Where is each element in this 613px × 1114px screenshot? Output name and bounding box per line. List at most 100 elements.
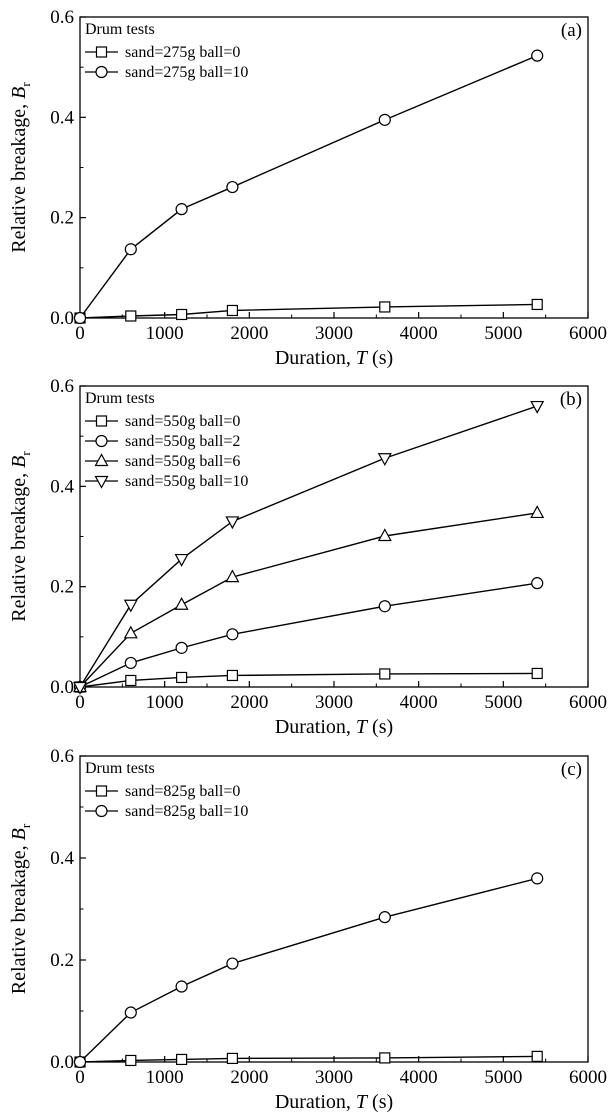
data-point-circle [531,872,544,885]
legend-entry: sand=550g ball=6 [125,453,240,470]
x-tick-label: 6000 [569,692,607,713]
data-point-circle [175,641,188,654]
x-tick-label: 2000 [230,323,268,344]
data-point-square [226,669,238,682]
plot-frame [79,385,589,688]
legend-entry: sand=550g ball=0 [125,413,240,430]
legend-marker-square [95,785,108,797]
data-point-circle [124,243,137,256]
y-axis-label: Relative breakage, Br [8,823,33,994]
data-point-circle [73,1055,87,1069]
x-tick-label: 4000 [400,692,438,713]
chart-panel: 0 1000 2000 3000 4000 5000 6000 0.0 0.2 0.4 0.6 Dur… [8,376,607,738]
data-point-circle [226,180,239,194]
series-line [79,1055,538,1063]
panel-label: (c) [561,759,582,780]
x-tick-label: 3000 [315,323,353,344]
data-point-circle [124,656,137,670]
data-point-circle [531,577,544,590]
data-point-circle [175,980,188,993]
legend-entry: sand=275g ball=0 [125,44,240,61]
series-line [79,405,538,688]
series-line [79,303,538,319]
legend-entry: sand=825g ball=0 [125,783,240,800]
plot-frame [79,755,589,1063]
legend-marker-square [95,415,108,427]
data-point-circle [378,113,391,126]
data-point-square [125,674,137,687]
data-point-circle [226,628,239,641]
y-tick-label: 0.4 [50,107,74,128]
y-tick-label: 0.6 [50,376,74,397]
legend-marker-circle [95,434,108,448]
data-point-square [125,310,137,322]
data-point-square [226,304,238,317]
data-point-square [531,1050,543,1062]
series-line [79,877,538,1063]
data-point-circle [531,49,544,62]
series-line [79,54,538,319]
panel-label: (a) [561,20,582,41]
x-tick-label: 3000 [315,1067,353,1088]
legend-marker-circle [95,65,108,79]
data-point-circle [226,957,239,970]
x-tick-label: 1000 [146,1067,184,1088]
series-line [79,582,538,688]
legend-entry: sand=275g ball=10 [125,64,248,81]
data-point-triangle-up [377,528,392,542]
x-tick-label: 0 [75,692,85,713]
x-axis-label: Duration, T (s) [275,347,393,369]
x-tick-label: 1000 [146,323,184,344]
x-tick-label: 2000 [230,1067,268,1088]
y-tick-label: 0.2 [50,950,74,971]
data-point-square [379,1052,391,1064]
x-tick-label: 5000 [484,323,522,344]
data-point-square [125,1054,137,1067]
data-point-triangle-down [530,400,545,414]
data-point-square [176,308,188,321]
data-point-square [226,1052,238,1065]
data-point-square [531,298,543,311]
data-point-triangle-down [72,681,88,695]
legend-title: Drum tests [85,21,155,38]
x-tick-label: 5000 [484,692,522,713]
data-point-triangle-up [530,505,545,519]
x-tick-label: 0 [75,323,85,344]
series-line [79,672,538,688]
data-point-triangle-up [174,596,189,610]
x-tick-label: 2000 [230,692,268,713]
x-axis-label: Duration, T (s) [275,716,393,738]
data-point-circle [378,600,391,613]
y-axis-label: Relative breakage, Br [8,82,33,253]
panel-label: (b) [560,389,582,410]
x-tick-label: 0 [75,1067,85,1088]
x-tick-label: 5000 [484,1067,522,1088]
data-point-square [379,668,391,680]
y-tick-label: 0.4 [50,476,74,497]
series-line [79,512,538,688]
y-tick-label: 0.6 [50,746,74,767]
data-point-triangle-down [225,516,240,530]
x-tick-label: 6000 [569,1067,607,1088]
legend-marker-triangle-down [94,475,109,489]
legend-marker-square [95,46,108,58]
chart-panel: 0 1000 2000 3000 4000 5000 6000 0.0 0.2 0.4 0.6 Dur… [8,746,607,1113]
y-axis-label: Relative breakage, Br [8,451,33,622]
x-tick-label: 4000 [400,323,438,344]
data-point-triangle-down [377,453,392,466]
data-point-circle [175,203,188,216]
y-tick-label: 0.2 [50,577,74,598]
data-point-triangle-up [225,569,240,583]
data-point-triangle-up [123,625,138,639]
legend-entry: sand=825g ball=10 [125,803,248,820]
data-point-square [379,301,391,313]
data-point-triangle-down [174,553,189,567]
x-axis-label: Duration, T (s) [275,1091,393,1113]
chart-panel: 0 1000 2000 3000 4000 5000 6000 0.0 0.2 0.4 0.6 Dur… [8,7,607,369]
y-tick-label: 0.2 [50,208,74,229]
data-point-square [531,667,543,680]
legend-title: Drum tests [85,760,155,777]
y-tick-label: 0.0 [50,677,74,698]
y-tick-label: 0.0 [50,1052,74,1073]
